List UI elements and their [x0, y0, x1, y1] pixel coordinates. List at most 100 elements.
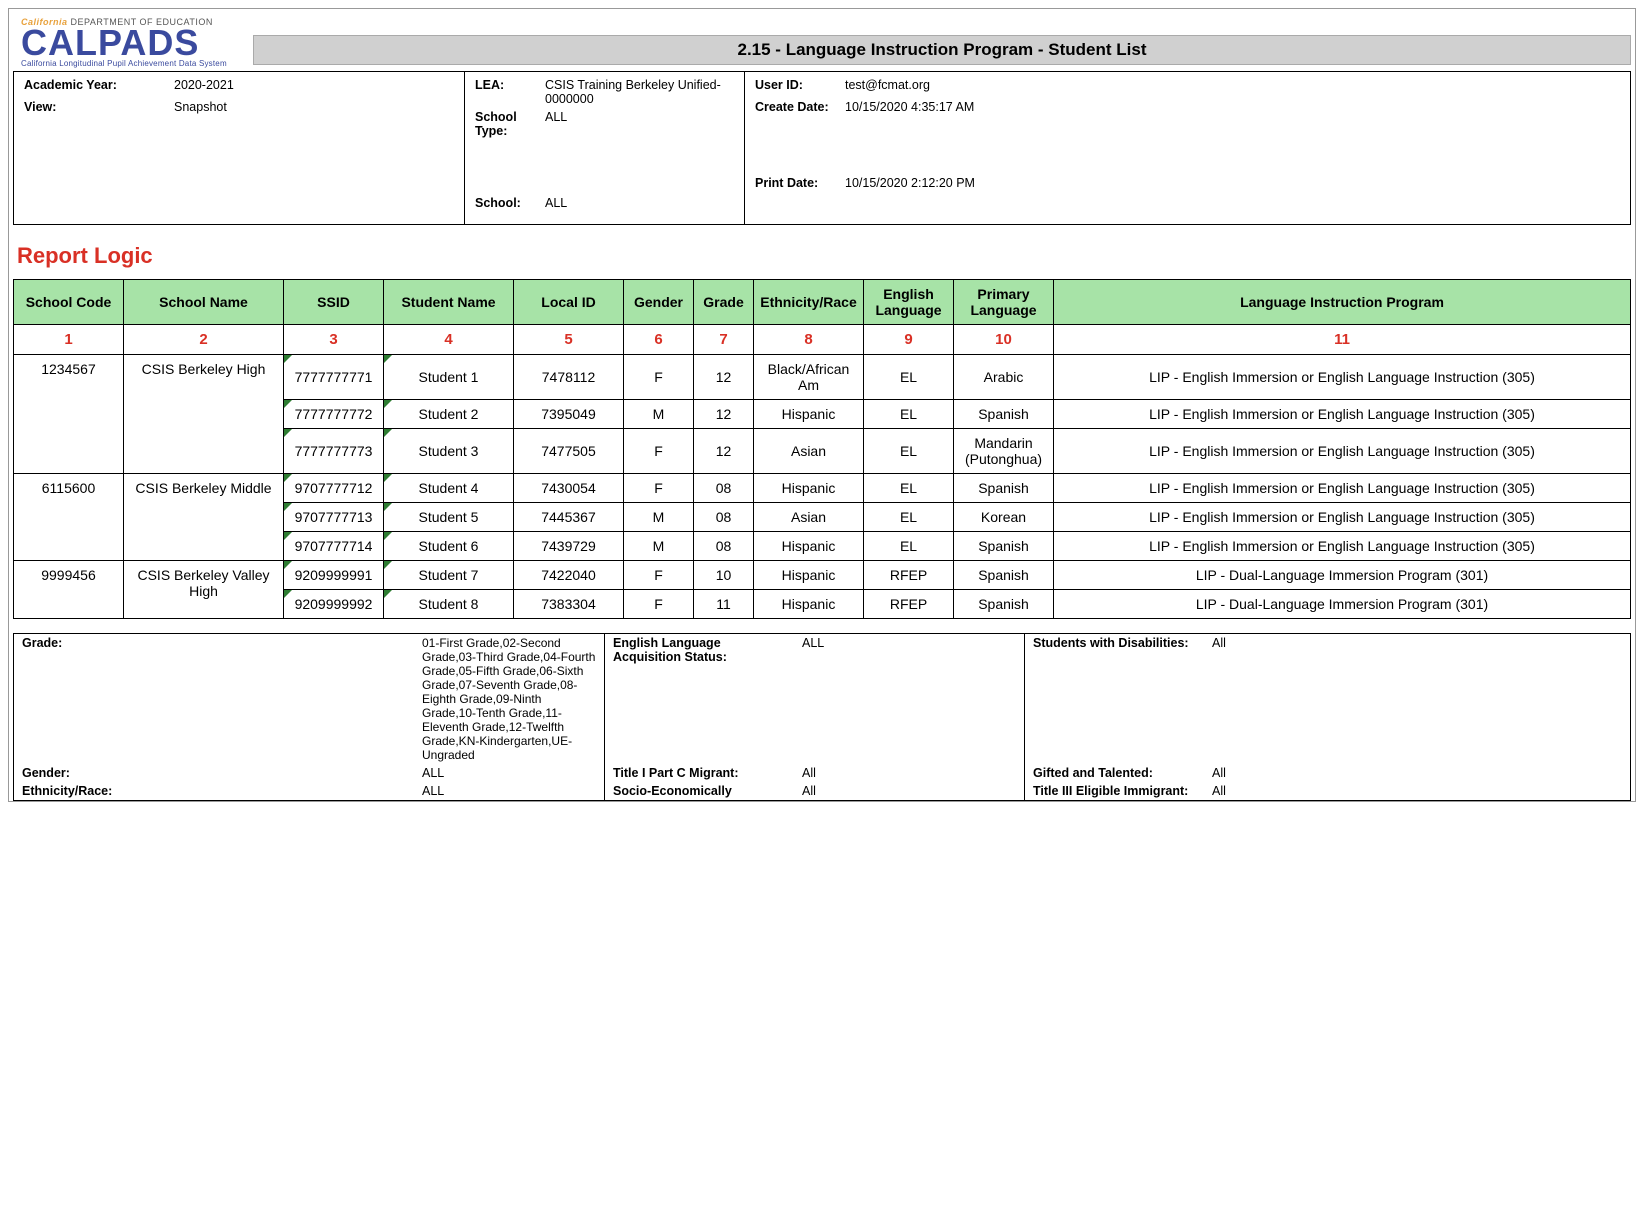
- cell-student: Student 2: [384, 400, 514, 429]
- col-header-6: Grade: [694, 280, 754, 325]
- cell-school-name: CSIS Berkeley Valley High: [124, 561, 284, 619]
- cell-grade: 08: [694, 532, 754, 561]
- col-header-2: SSID: [284, 280, 384, 325]
- cell-grade: 12: [694, 400, 754, 429]
- table-body: 1234567CSIS Berkeley High7777777771Stude…: [14, 355, 1631, 619]
- cell-student: Student 1: [384, 355, 514, 400]
- cell-local: 7478112: [514, 355, 624, 400]
- cell-school-name: CSIS Berkeley Middle: [124, 474, 284, 561]
- col-header-5: Gender: [624, 280, 694, 325]
- cell-eth: Hispanic: [754, 532, 864, 561]
- col-header-8: English Language: [864, 280, 954, 325]
- eth-value: ALL: [414, 782, 604, 800]
- cell-ssid: 7777777773: [284, 429, 384, 474]
- cell-prog: LIP - Dual-Language Immersion Program (3…: [1054, 590, 1631, 619]
- cell-ssid: 9707777714: [284, 532, 384, 561]
- cell-eth: Asian: [754, 503, 864, 532]
- meta-col-3: User ID: test@fcmat.org Create Date: 10/…: [744, 72, 1024, 224]
- cell-student: Student 4: [384, 474, 514, 503]
- cell-lang: Arabic: [954, 355, 1054, 400]
- cell-el: EL: [864, 503, 954, 532]
- col-number-2: 3: [284, 325, 384, 355]
- meta-box: Academic Year: 2020-2021 View: Snapshot …: [13, 71, 1631, 225]
- col-header-1: School Name: [124, 280, 284, 325]
- cell-prog: LIP - English Immersion or English Langu…: [1054, 400, 1631, 429]
- cell-school-code: 6115600: [14, 474, 124, 561]
- cell-local: 7439729: [514, 532, 624, 561]
- se-label: Socio-Economically: [604, 782, 794, 800]
- col-number-4: 5: [514, 325, 624, 355]
- cell-grade: 12: [694, 355, 754, 400]
- report-title: 2.15 - Language Instruction Program - St…: [253, 35, 1631, 65]
- cell-gender: M: [624, 400, 694, 429]
- lea-value: CSIS Training Berkeley Unified-0000000: [545, 78, 734, 106]
- eth-label: Ethnicity/Race:: [14, 782, 414, 800]
- col-number-0: 1: [14, 325, 124, 355]
- cell-el: RFEP: [864, 590, 954, 619]
- academic-year-value: 2020-2021: [174, 78, 454, 96]
- cell-ssid: 9707777713: [284, 503, 384, 532]
- cell-school-code: 9999456: [14, 561, 124, 619]
- cell-ssid: 9707777712: [284, 474, 384, 503]
- t3-value: All: [1204, 782, 1630, 800]
- elas-value: ALL: [794, 634, 1024, 764]
- cell-prog: LIP - English Immersion or English Langu…: [1054, 429, 1631, 474]
- table-number-row: 1234567891011: [14, 325, 1631, 355]
- cell-student: Student 6: [384, 532, 514, 561]
- cell-gender: F: [624, 590, 694, 619]
- gt-value: All: [1204, 764, 1630, 782]
- col-number-1: 2: [124, 325, 284, 355]
- cell-lang: Spanish: [954, 561, 1054, 590]
- print-date-value: 10/15/2020 2:12:20 PM: [845, 176, 1014, 194]
- meta-col-2: LEA: CSIS Training Berkeley Unified-0000…: [464, 72, 744, 224]
- cell-eth: Hispanic: [754, 474, 864, 503]
- user-id-value: test@fcmat.org: [845, 78, 1014, 96]
- header-bar: California DEPARTMENT OF EDUCATION CALPA…: [13, 13, 1631, 72]
- se-value: All: [794, 782, 1024, 800]
- cell-lang: Spanish: [954, 590, 1054, 619]
- grade-value: 01-First Grade,02-Second Grade,03-Third …: [414, 634, 604, 764]
- cell-gender: F: [624, 561, 694, 590]
- cell-lang: Korean: [954, 503, 1054, 532]
- cell-eth: Hispanic: [754, 561, 864, 590]
- swd-value: All: [1204, 634, 1630, 764]
- col-number-5: 6: [624, 325, 694, 355]
- school-label: School:: [475, 196, 545, 214]
- cell-local: 7383304: [514, 590, 624, 619]
- cell-local: 7477505: [514, 429, 624, 474]
- cell-eth: Asian: [754, 429, 864, 474]
- create-date-value: 10/15/2020 4:35:17 AM: [845, 100, 1014, 118]
- cell-gender: F: [624, 474, 694, 503]
- cell-local: 7430054: [514, 474, 624, 503]
- cell-prog: LIP - English Immersion or English Langu…: [1054, 503, 1631, 532]
- logo: California DEPARTMENT OF EDUCATION CALPA…: [13, 13, 253, 72]
- col-header-4: Local ID: [514, 280, 624, 325]
- col-header-0: School Code: [14, 280, 124, 325]
- cell-gender: M: [624, 503, 694, 532]
- cell-student: Student 3: [384, 429, 514, 474]
- cell-lang: Mandarin (Putonghua): [954, 429, 1054, 474]
- footer-box: Grade: 01-First Grade,02-Second Grade,03…: [13, 633, 1631, 801]
- cell-lang: Spanish: [954, 474, 1054, 503]
- cell-gender: F: [624, 355, 694, 400]
- t1-value: All: [794, 764, 1024, 782]
- cell-student: Student 5: [384, 503, 514, 532]
- view-value: Snapshot: [174, 100, 454, 118]
- cell-local: 7445367: [514, 503, 624, 532]
- cell-ssid: 7777777771: [284, 355, 384, 400]
- elas-label: English Language Acquisition Status:: [604, 634, 794, 764]
- view-label: View:: [24, 100, 174, 118]
- cell-eth: Hispanic: [754, 590, 864, 619]
- cell-grade: 12: [694, 429, 754, 474]
- print-date-label: Print Date:: [755, 176, 845, 194]
- report-container: California DEPARTMENT OF EDUCATION CALPA…: [8, 8, 1636, 802]
- col-header-10: Language Instruction Program: [1054, 280, 1631, 325]
- cell-student: Student 7: [384, 561, 514, 590]
- col-header-3: Student Name: [384, 280, 514, 325]
- table-row: 6115600CSIS Berkeley Middle9707777712Stu…: [14, 474, 1631, 503]
- cell-grade: 08: [694, 474, 754, 503]
- gender-value: ALL: [414, 764, 604, 782]
- cell-el: EL: [864, 400, 954, 429]
- school-type-label: School Type:: [475, 110, 545, 138]
- cell-ssid: 9209999992: [284, 590, 384, 619]
